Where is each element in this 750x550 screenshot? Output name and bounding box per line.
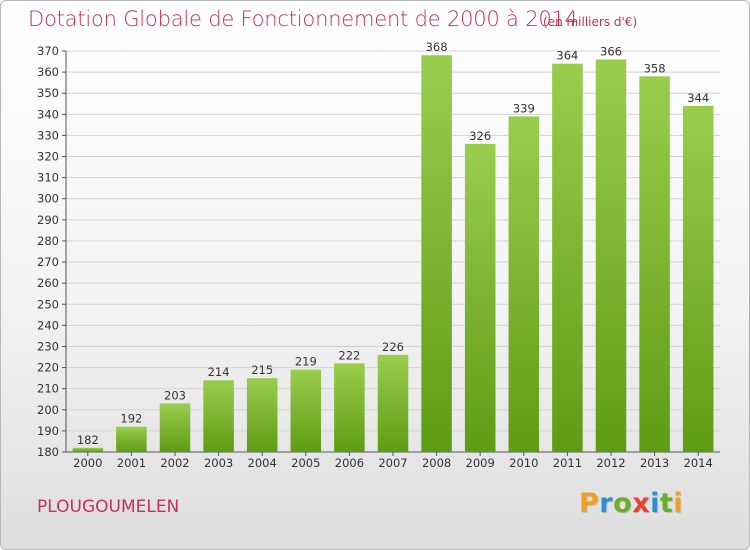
y-tick-label: 190 — [37, 424, 59, 438]
value-label: 358 — [644, 61, 666, 75]
bar-2000 — [72, 447, 104, 452]
bar-2002 — [159, 403, 191, 452]
proxiti-logo: Proxiti — [579, 488, 683, 519]
value-label: 182 — [77, 433, 99, 447]
y-tick-label: 310 — [37, 171, 59, 185]
logo-letter: i — [673, 488, 684, 519]
logo-letter: i — [650, 488, 660, 519]
bar-2012 — [595, 59, 627, 452]
x-tick-label: 2013 — [640, 456, 669, 470]
bar-2011 — [552, 63, 583, 453]
bar-2009 — [464, 143, 496, 452]
y-tick-label: 370 — [37, 44, 59, 58]
value-label: 344 — [687, 91, 709, 105]
x-tick-label: 2007 — [378, 456, 407, 470]
logo-letter: o — [613, 488, 633, 519]
y-tick-label: 290 — [37, 213, 59, 227]
bar-2010 — [508, 116, 540, 452]
logo-letter: t — [659, 488, 674, 519]
value-label: 214 — [208, 365, 230, 379]
value-labels: 182 192 203 214 215 219 222 226 368 326 339 364 366 3… — [77, 40, 709, 447]
bar-2003 — [203, 380, 234, 452]
value-label: 368 — [426, 40, 448, 54]
bar-2013 — [639, 76, 670, 452]
x-tick-label: 2003 — [204, 456, 233, 470]
x-tick-label: 2014 — [684, 456, 713, 470]
x-tick-label: 2012 — [596, 456, 625, 470]
x-tick-label: 2005 — [291, 456, 320, 470]
x-tick-label: 2000 — [73, 456, 102, 470]
value-label: 222 — [338, 348, 360, 362]
y-tick-label: 260 — [37, 276, 59, 290]
bars — [72, 55, 714, 453]
y-tick-label: 230 — [37, 339, 59, 353]
value-label: 226 — [382, 340, 404, 354]
bar-2014 — [682, 105, 714, 452]
x-tick-label: 2004 — [248, 456, 277, 470]
value-label: 215 — [251, 363, 273, 377]
commune-name: PLOUGOUMELEN — [37, 497, 180, 517]
y-tick-label: 180 — [37, 445, 59, 459]
bar-2004 — [246, 378, 278, 452]
chart-subtitle: (en milliers d'€) — [543, 15, 638, 29]
y-tick-label: 360 — [37, 65, 59, 79]
y-tick-label: 270 — [37, 255, 59, 269]
value-label: 339 — [513, 101, 535, 115]
logo-letter: x — [632, 488, 651, 519]
value-label: 219 — [295, 355, 317, 369]
y-tick-label: 250 — [37, 297, 59, 311]
y-tick-label: 220 — [37, 361, 59, 375]
y-tick-label: 210 — [37, 382, 59, 396]
y-tick-label: 280 — [37, 234, 59, 248]
y-tick-label: 240 — [37, 318, 59, 332]
y-tick-label: 200 — [37, 403, 59, 417]
x-tick-label: 2001 — [117, 456, 146, 470]
x-tick-label: 2009 — [466, 456, 495, 470]
x-tick-label: 2006 — [335, 456, 364, 470]
bar-2001 — [116, 426, 147, 452]
bar-2006 — [334, 363, 365, 452]
bar-2008 — [421, 55, 452, 452]
chart-title: Dotation Globale de Fonctionnement de 20… — [28, 7, 578, 31]
bar-2007 — [377, 354, 409, 452]
y-tick-label: 350 — [37, 86, 59, 100]
value-label: 364 — [556, 49, 578, 63]
x-tick-labels: 2000 2001 2002 2003 2004 2005 2006 2007 2008 2009… — [73, 456, 713, 470]
y-tick-label: 300 — [37, 192, 59, 206]
logo-letter: r — [599, 488, 614, 519]
logo-letter: P — [579, 488, 600, 519]
value-label: 326 — [469, 129, 491, 143]
y-tick-label: 330 — [37, 128, 59, 142]
y-tick-label: 340 — [37, 107, 59, 121]
y-tick-labels: 180 190 200 210 220 230 240 250 260 270 280 290 300 3… — [37, 44, 59, 459]
y-tick-label: 320 — [37, 150, 59, 164]
bar-2005 — [290, 369, 322, 452]
x-tick-label: 2002 — [160, 456, 189, 470]
value-label: 366 — [600, 44, 622, 58]
x-tick-label: 2008 — [422, 456, 451, 470]
x-tick-label: 2010 — [509, 456, 538, 470]
x-tick-label: 2011 — [553, 456, 582, 470]
value-label: 203 — [164, 388, 186, 402]
value-label: 192 — [120, 412, 142, 426]
